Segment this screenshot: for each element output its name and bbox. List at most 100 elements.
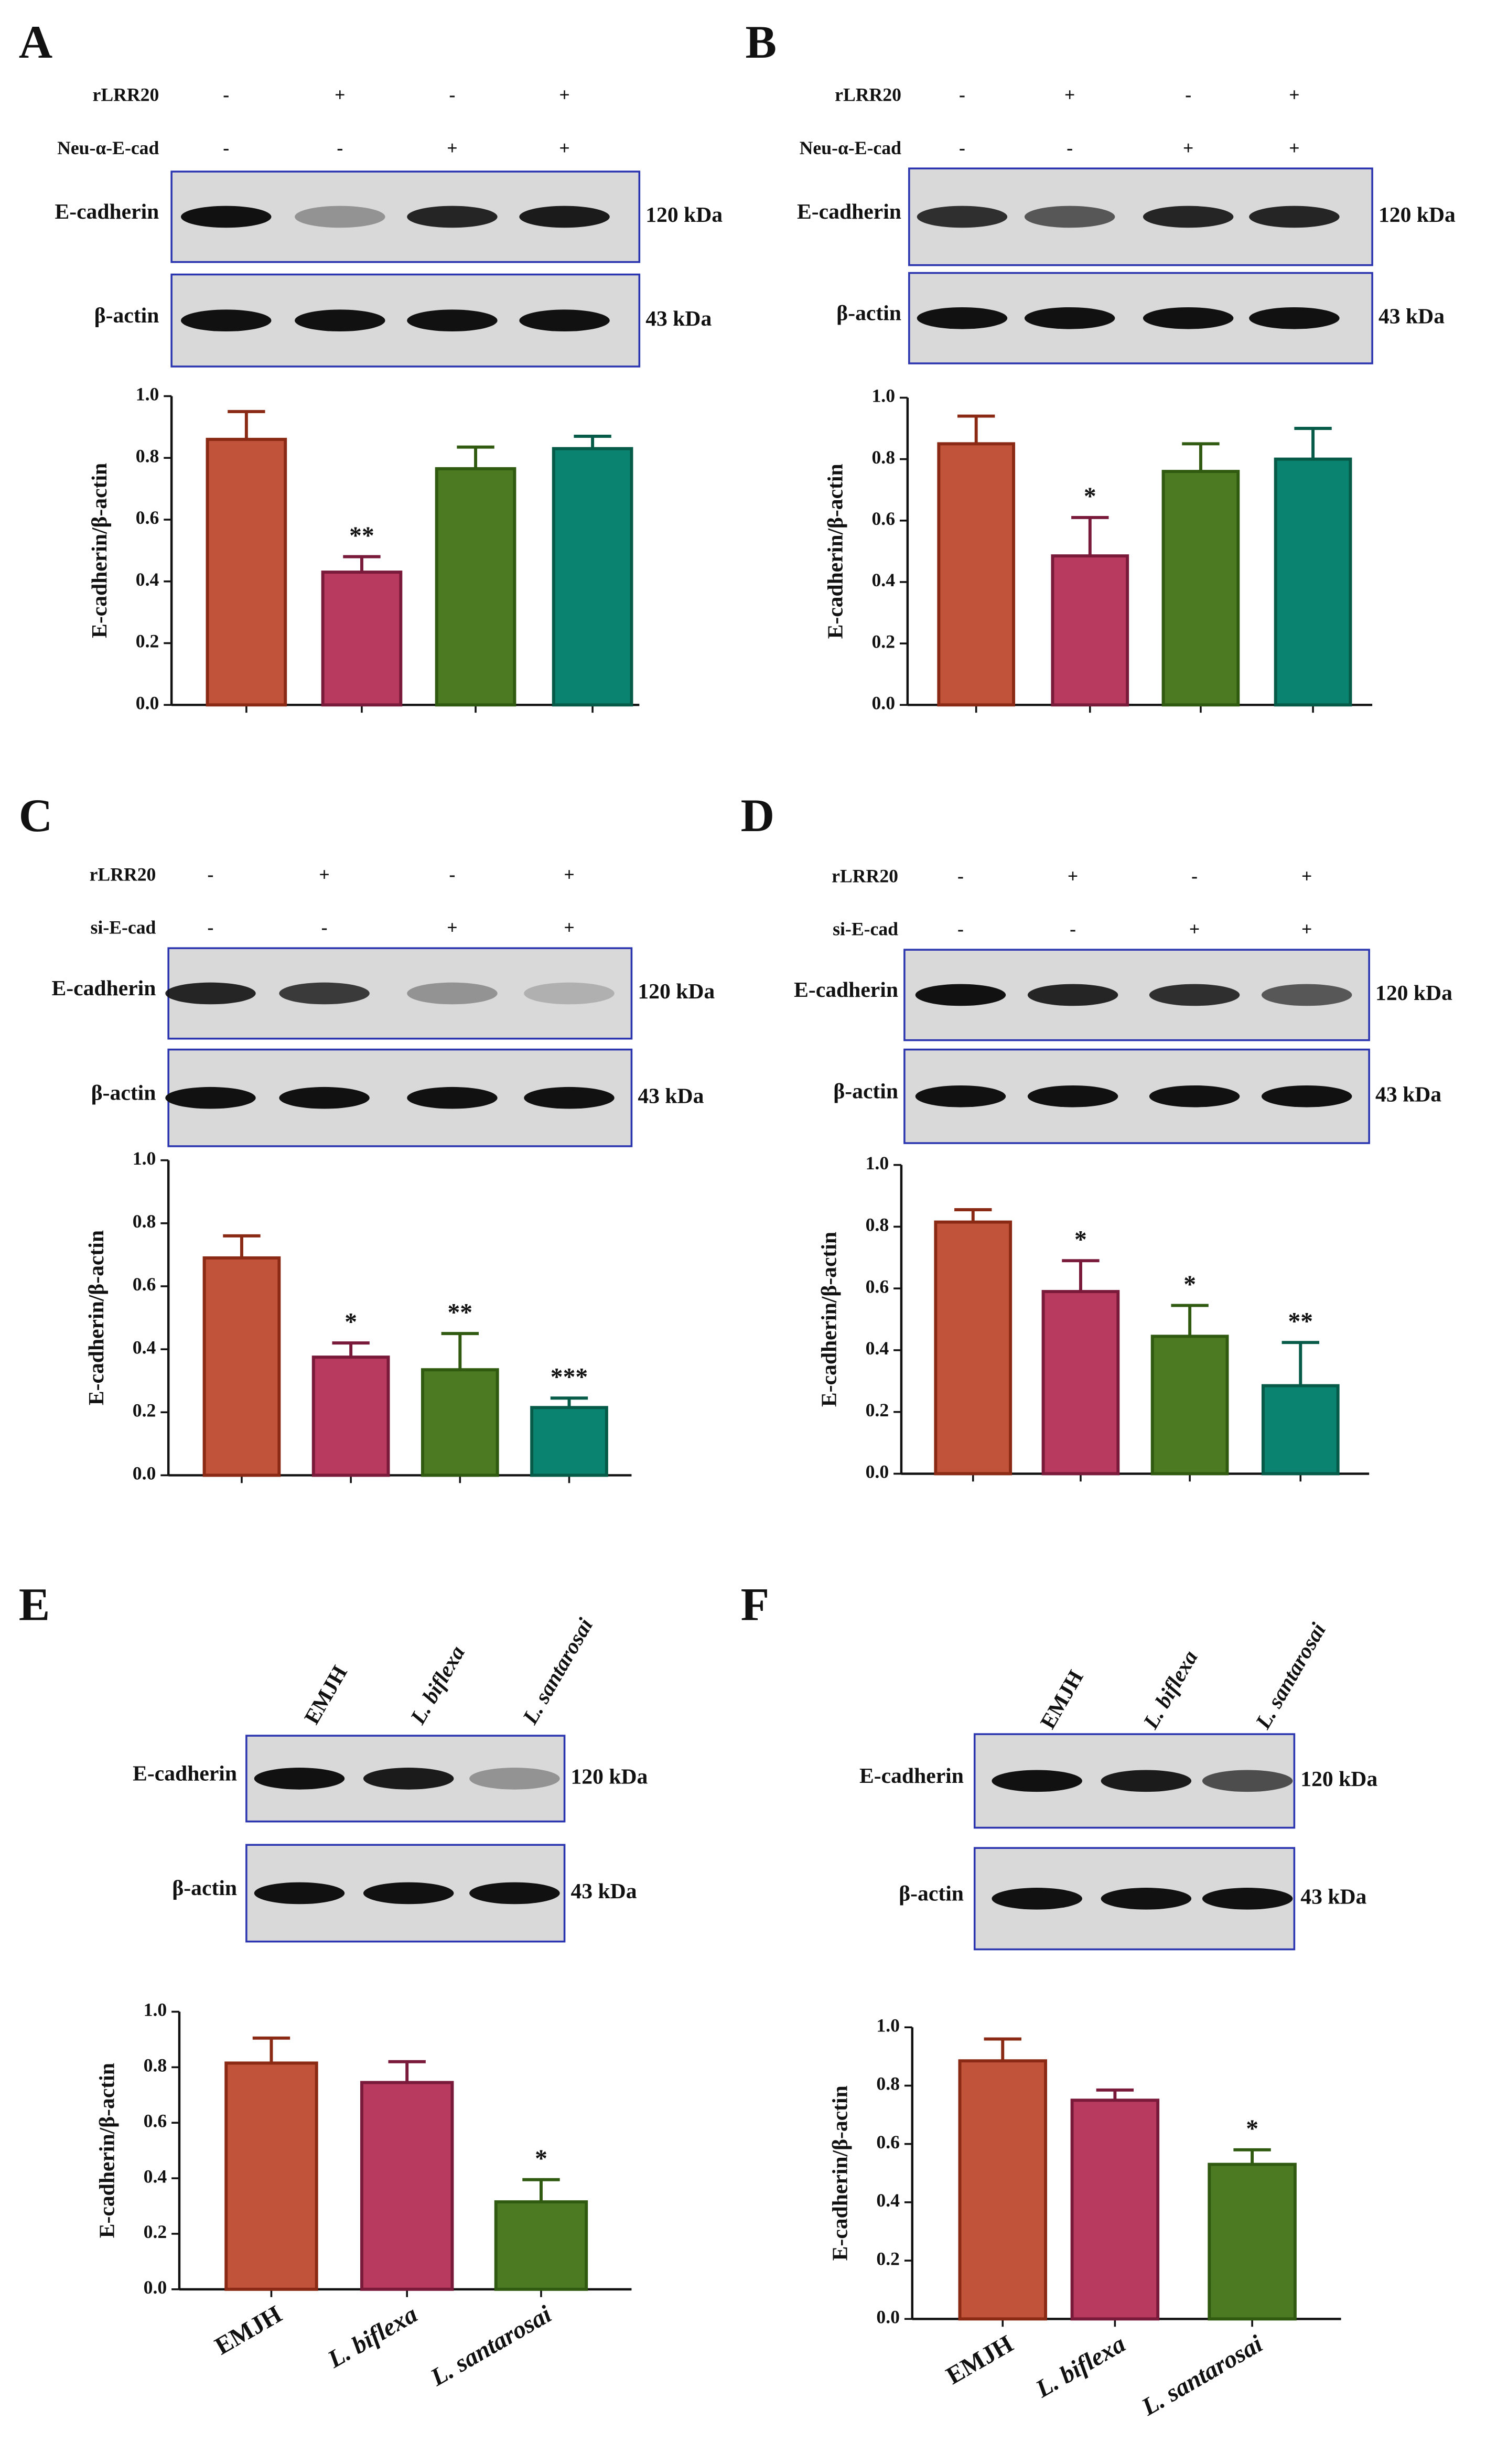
- panel-letter: D: [741, 790, 774, 842]
- bar: [1070, 2099, 1160, 2321]
- treatment-label: si-E-cad: [91, 917, 156, 938]
- blot-size: 120 kDa: [1378, 203, 1456, 227]
- blot-name: E-cadherin: [55, 200, 159, 224]
- blot-band: [524, 982, 615, 1005]
- y-tick-label: 0.0: [876, 2307, 900, 2328]
- panel-letter: A: [19, 17, 52, 68]
- blot-band: [915, 984, 1006, 1006]
- y-tick-label: 0.6: [133, 1274, 156, 1295]
- y-tick-label: 1.0: [133, 1148, 156, 1169]
- blot-name: β-actin: [836, 301, 901, 325]
- blot-band: [180, 206, 272, 228]
- y-axis-label: E-cadherin/β-actin: [828, 2085, 852, 2261]
- y-tick-label: 0.6: [876, 2132, 900, 2153]
- y-tick-label: 0.0: [144, 2277, 167, 2298]
- blot-band: [1261, 984, 1352, 1006]
- blot-band: [1027, 984, 1118, 1006]
- treatment-sign: +: [1189, 919, 1200, 940]
- lane-label: EMJH: [300, 1662, 352, 1728]
- significance: *: [344, 1308, 357, 1336]
- significance: **: [1288, 1308, 1313, 1335]
- blot-band: [279, 982, 370, 1005]
- blot-band: [1101, 1888, 1192, 1910]
- bar: [206, 437, 287, 707]
- lane-label: L. biflexa: [1138, 1647, 1202, 1734]
- blot-name: E-cadherin: [859, 1764, 964, 1788]
- significance: *: [535, 2145, 547, 2172]
- lane-label: L. santarosai: [1251, 1619, 1331, 1734]
- blot-name: β-actin: [899, 1881, 964, 1906]
- treatment-sign: +: [447, 917, 457, 938]
- y-tick-label: 0.8: [144, 2055, 167, 2076]
- treatment-label: Neu-α-E-cad: [57, 137, 159, 158]
- blot-band: [180, 309, 272, 332]
- treatment-label: rLRR20: [832, 866, 898, 887]
- y-tick-label: 0.4: [866, 1338, 889, 1359]
- blot-band: [279, 1086, 370, 1109]
- bar: [311, 1355, 390, 1477]
- y-axis-label: E-cadherin/β-actin: [84, 1230, 109, 1405]
- blot-size: 43 kDa: [1375, 1082, 1441, 1106]
- blot-band: [1027, 1085, 1118, 1107]
- blot-size: 120 kDa: [638, 980, 715, 1004]
- bar: [937, 442, 1016, 707]
- y-axis-label: E-cadherin/β-actin: [817, 1232, 842, 1407]
- blot-band: [1143, 206, 1234, 228]
- blot-name: E-cadherin: [52, 976, 156, 1000]
- treatment-sign: +: [559, 137, 569, 158]
- bar: [421, 1368, 499, 1477]
- blot-size: 120 kDa: [1375, 981, 1452, 1005]
- bar: [1208, 2162, 1297, 2321]
- treatment-sign: +: [1064, 84, 1075, 105]
- blot-band: [254, 1768, 345, 1790]
- significance: ***: [551, 1363, 588, 1391]
- blot-band: [917, 307, 1008, 329]
- x-tick-label: L. biflexa: [1031, 2330, 1130, 2403]
- blot-band: [519, 206, 610, 228]
- treatment-sign: -: [957, 919, 964, 940]
- x-tick-label: L. biflexa: [323, 2300, 422, 2373]
- y-tick-label: 0.6: [866, 1276, 889, 1297]
- blot-size: 120 kDa: [645, 203, 723, 227]
- treatment-sign: -: [1185, 84, 1191, 105]
- blot-name: E-cadherin: [794, 978, 898, 1002]
- bar: [552, 447, 633, 707]
- y-tick-label: 0.4: [133, 1337, 156, 1358]
- treatment-sign: +: [335, 84, 345, 105]
- treatment-sign: +: [1301, 919, 1312, 940]
- blot-name: β-actin: [172, 1876, 237, 1900]
- treatment-sign: +: [1289, 137, 1299, 158]
- bar: [494, 2200, 588, 2291]
- treatment-sign: -: [208, 917, 214, 938]
- significance: *: [1074, 1226, 1087, 1253]
- bar: [224, 2061, 318, 2291]
- blot-name: β-actin: [91, 1081, 156, 1105]
- y-tick-label: 0.2: [876, 2248, 900, 2269]
- blot-band: [407, 1086, 498, 1109]
- treatment-sign: -: [957, 866, 964, 887]
- bar: [202, 1256, 281, 1477]
- treatment-sign: +: [564, 917, 574, 938]
- blot-band: [363, 1768, 454, 1790]
- y-axis-label: E-cadherin/β-actin: [824, 464, 848, 639]
- treatment-label: rLRR20: [90, 864, 156, 885]
- y-tick-label: 0.0: [133, 1463, 156, 1484]
- panel-letter: B: [746, 17, 777, 68]
- y-tick-label: 0.4: [871, 569, 895, 590]
- bar: [1150, 1335, 1229, 1476]
- y-tick-label: 0.0: [136, 692, 159, 713]
- y-tick-label: 0.2: [144, 2221, 167, 2242]
- blot-size: 43 kDa: [1300, 1885, 1366, 1909]
- treatment-sign: -: [208, 864, 214, 885]
- bar: [934, 1220, 1013, 1476]
- y-tick-label: 0.6: [136, 507, 159, 528]
- blot-name: β-actin: [94, 304, 159, 328]
- blot-size: 120 kDa: [1300, 1767, 1377, 1791]
- treatment-label: si-E-cad: [833, 919, 898, 940]
- blot-band: [295, 309, 385, 332]
- x-tick-label: L. santarosai: [426, 2300, 557, 2392]
- blot-size: 43 kDa: [570, 1879, 637, 1903]
- bar: [321, 571, 403, 707]
- x-tick-label: L. santarosai: [1137, 2330, 1268, 2421]
